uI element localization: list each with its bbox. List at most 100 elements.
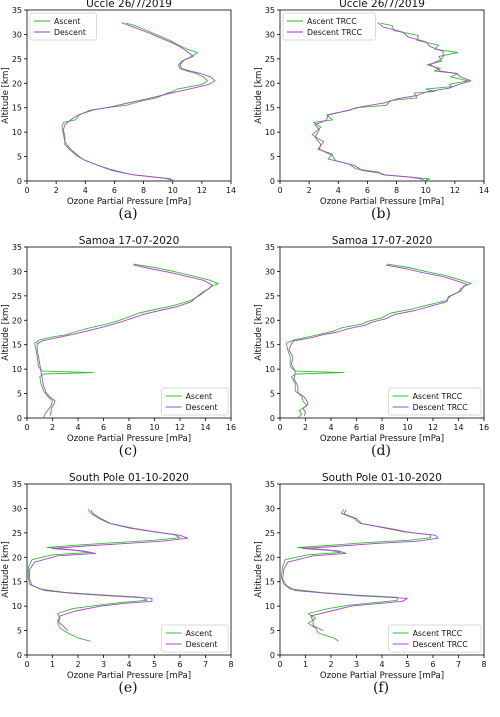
y-axis-label: Altitude [km]: [1, 541, 11, 597]
chart-title: Samoa 17-07-2020: [332, 235, 433, 247]
series-line: [311, 22, 469, 182]
y-tick-label: 10: [12, 128, 22, 137]
x-tick-label: 6: [365, 186, 370, 195]
y-tick-label: 25: [12, 529, 22, 538]
legend-box: [29, 12, 97, 41]
x-axis-label: Ozone Partial Pressure [mPa]: [67, 197, 191, 207]
legend-label: Descent TRCC: [413, 640, 469, 649]
y-tick-label: 0: [270, 177, 275, 186]
y-tick-label: 20: [265, 316, 275, 325]
x-tick-label: 6: [101, 423, 106, 432]
x-tick-label: 8: [126, 423, 131, 432]
x-tick-label: 5: [405, 660, 410, 669]
y-axis-label: Altitude [km]: [254, 304, 264, 360]
y-tick-label: 15: [12, 578, 22, 587]
series-line: [280, 509, 431, 642]
y-tick-label: 30: [265, 504, 275, 513]
y-axis-label: Altitude [km]: [254, 67, 264, 123]
legend-label: Descent: [186, 403, 218, 412]
x-tick-label: 0: [24, 423, 29, 432]
x-tick-label: 0: [277, 660, 282, 669]
y-tick-label: 25: [12, 292, 22, 301]
y-tick-label: 35: [12, 243, 22, 252]
x-tick-label: 0: [24, 660, 29, 669]
subfigure-label: (c): [119, 443, 138, 459]
x-tick-label: 4: [379, 660, 384, 669]
y-tick-label: 30: [12, 267, 22, 276]
y-tick-label: 5: [17, 390, 22, 399]
subfigure-label: (b): [371, 206, 391, 222]
y-tick-label: 15: [12, 341, 22, 350]
x-tick-label: 8: [394, 186, 399, 195]
x-tick-label: 7: [203, 660, 208, 669]
y-tick-label: 10: [265, 365, 275, 374]
x-axis-label: Ozone Partial Pressure [mPa]: [320, 671, 444, 681]
chart-panel-5: South Pole 01-10-2020 0 1 2 3 4 5 6 7 8 0 5 10 15 20 25…: [1, 472, 234, 696]
x-axis-label: Ozone Partial Pressure [mPa]: [320, 434, 444, 444]
chart-title: Samoa 17-07-2020: [79, 235, 180, 247]
legend-label: Ascent TRCC: [307, 17, 357, 26]
legend-box: [282, 12, 376, 41]
x-tick-label: 1: [303, 660, 308, 669]
y-tick-label: 35: [265, 243, 275, 252]
legend-label: Descent TRCC: [413, 403, 469, 412]
x-axis-label: Ozone Partial Pressure [mPa]: [320, 197, 444, 207]
x-tick-label: 4: [328, 423, 333, 432]
x-tick-label: 8: [228, 660, 233, 669]
x-axis-label: Ozone Partial Pressure [mPa]: [67, 671, 191, 681]
x-tick-label: 2: [50, 423, 55, 432]
y-tick-label: 25: [265, 292, 275, 301]
x-axis-label: Ozone Partial Pressure [mPa]: [67, 434, 191, 444]
y-tick-label: 0: [17, 651, 22, 660]
series-line: [61, 22, 209, 182]
x-tick-label: 6: [177, 660, 182, 669]
y-tick-label: 30: [265, 267, 275, 276]
legend: Ascent Descent: [161, 387, 229, 416]
legend-label: Ascent: [186, 629, 212, 638]
legend: Ascent TRCC Descent TRCC: [388, 624, 482, 653]
x-tick-label: 4: [75, 423, 80, 432]
x-tick-label: 14: [200, 423, 210, 432]
y-tick-label: 35: [265, 6, 275, 15]
y-tick-label: 25: [265, 529, 275, 538]
chart-panel-6: South Pole 01-10-2020 0 1 2 3 4 5 6 7 8 0 5 10 15 20 25…: [254, 472, 487, 696]
x-tick-label: 6: [354, 423, 359, 432]
x-tick-label: 8: [481, 660, 486, 669]
x-tick-label: 2: [75, 660, 80, 669]
x-tick-label: 0: [277, 186, 282, 195]
y-tick-label: 10: [12, 602, 22, 611]
y-tick-label: 30: [265, 30, 275, 39]
y-tick-label: 0: [270, 414, 275, 423]
legend: Ascent Descent: [161, 624, 229, 653]
x-tick-label: 2: [307, 186, 312, 195]
chart-panel-2: Uccle 26/7/2019 0 2 4 6 8 10 12 14 0 5 10 15 20 25 30 35…: [254, 0, 489, 222]
y-tick-label: 25: [265, 55, 275, 64]
y-tick-label: 10: [12, 365, 22, 374]
y-tick-label: 15: [265, 104, 275, 113]
legend: Ascent TRCC Descent TRCC: [388, 387, 482, 416]
series-line: [288, 264, 468, 416]
y-tick-label: 35: [265, 480, 275, 489]
x-tick-label: 12: [175, 423, 185, 432]
chart-title: Uccle 26/7/2019: [339, 0, 425, 10]
y-tick-label: 10: [265, 128, 275, 137]
x-tick-label: 3: [354, 660, 359, 669]
y-axis-label: Altitude [km]: [254, 541, 264, 597]
legend-box: [388, 624, 482, 653]
x-tick-label: 0: [24, 186, 29, 195]
y-tick-label: 10: [265, 602, 275, 611]
x-tick-label: 4: [126, 660, 131, 669]
x-tick-label: 2: [54, 186, 59, 195]
chart-title: South Pole 01-10-2020: [69, 472, 189, 484]
series-line: [36, 264, 213, 416]
series-line: [285, 263, 472, 419]
y-tick-label: 0: [17, 177, 22, 186]
x-tick-label: 8: [141, 186, 146, 195]
subfigure-label: (a): [118, 206, 137, 222]
x-tick-label: 12: [450, 186, 460, 195]
series-line: [34, 263, 219, 419]
subfigure-label: (e): [118, 680, 137, 696]
x-tick-label: 14: [453, 423, 463, 432]
legend: Ascent TRCC Descent TRCC: [282, 12, 376, 41]
